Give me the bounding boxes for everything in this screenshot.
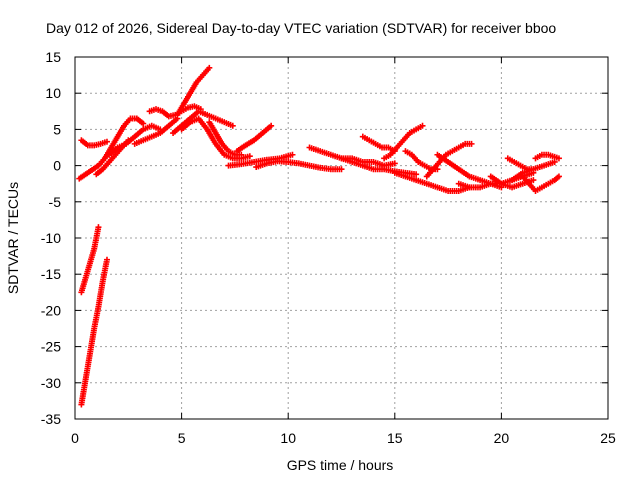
- series-arc-b: [78, 137, 110, 149]
- series-arc-z: [519, 173, 562, 194]
- data-point: [289, 151, 296, 158]
- series-arc-o: [338, 155, 420, 178]
- x-tick-label: 0: [71, 430, 79, 446]
- x-tick-label: 10: [280, 430, 296, 446]
- data-point: [555, 155, 562, 162]
- data-point: [206, 64, 213, 71]
- series-arc-m: [253, 158, 345, 173]
- series-arc-a: [76, 115, 147, 182]
- grid-lines: [75, 57, 608, 419]
- data-point: [268, 122, 275, 129]
- y-tick-label: -20: [41, 302, 61, 318]
- data-point: [246, 153, 253, 160]
- data-points: [76, 64, 562, 408]
- series-arc-steep-low: [78, 256, 110, 408]
- y-tick-label: 10: [45, 85, 61, 101]
- y-tick-label: -35: [41, 411, 61, 427]
- data-point: [419, 122, 426, 129]
- series-arc-q: [381, 122, 426, 162]
- chart-title: Day 012 of 2026, Sidereal Day-to-day VTE…: [46, 20, 556, 36]
- series-arc-g: [174, 64, 213, 118]
- y-tick-label: 15: [45, 49, 61, 65]
- data-point: [103, 138, 110, 145]
- data-point: [238, 151, 245, 158]
- data-point: [95, 224, 102, 231]
- data-point: [555, 173, 562, 180]
- series-arc-e: [131, 115, 181, 147]
- series-arc-j: [206, 119, 245, 158]
- series-arc-w: [487, 173, 537, 191]
- series-arc-steep-mid: [78, 224, 102, 296]
- data-point: [413, 171, 420, 178]
- series-arc-za: [532, 151, 562, 162]
- x-axis-label: GPS time / hours: [287, 457, 394, 473]
- data-point: [551, 158, 558, 165]
- y-axis-label: SDTVAR / TECUs: [5, 182, 21, 294]
- y-tick-label: -15: [41, 266, 61, 282]
- y-tick-label: 0: [53, 158, 61, 174]
- data-point: [338, 166, 345, 173]
- series-arc-y: [509, 158, 558, 184]
- data-point: [530, 177, 537, 184]
- data-point: [391, 160, 398, 167]
- series-arc-r: [391, 169, 473, 194]
- x-tick-label: 25: [600, 430, 616, 446]
- y-tick-label: -10: [41, 230, 61, 246]
- y-tick-label: -30: [41, 375, 61, 391]
- series-arc-p: [359, 133, 398, 155]
- data-point: [468, 140, 475, 147]
- x-tick-label: 20: [494, 430, 510, 446]
- y-tick-label: -25: [41, 339, 61, 355]
- y-tick-label: -5: [49, 194, 62, 210]
- series-arc-k: [234, 122, 275, 155]
- data-point: [229, 122, 236, 129]
- y-tick-label: 5: [53, 121, 61, 137]
- x-tick-labels: 0 5 10 15 20 25: [71, 430, 616, 446]
- data-point: [140, 120, 147, 127]
- y-tick-labels: 15 10 5 0 -5 -10 -15 -20 -25 -30 -35: [41, 49, 61, 427]
- series-arc-i: [178, 115, 253, 162]
- x-tick-label: 15: [387, 430, 403, 446]
- x-tick-label: 5: [178, 430, 186, 446]
- plot-frame: [74, 56, 609, 420]
- data-point: [103, 256, 110, 263]
